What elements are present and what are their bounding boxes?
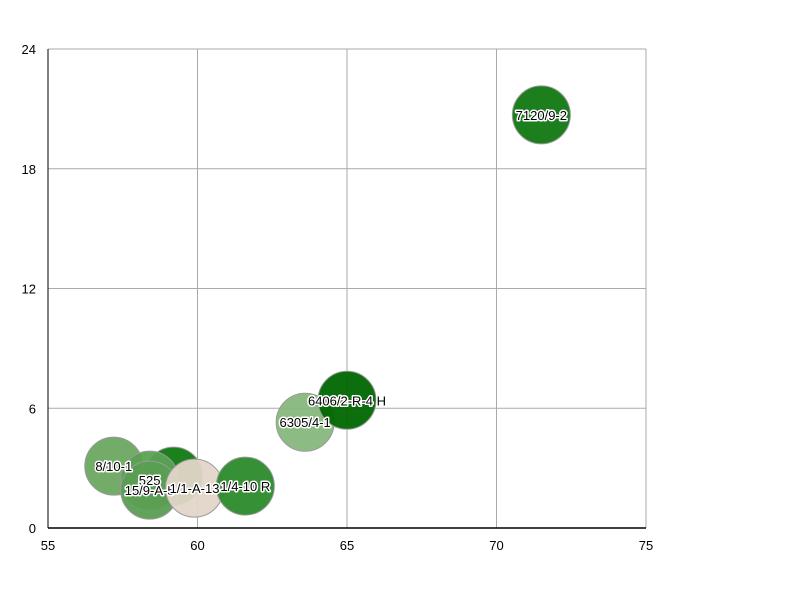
bubble-point[interactable] xyxy=(317,370,377,430)
x-tick-label: 75 xyxy=(639,538,653,553)
x-tick-label: 65 xyxy=(340,538,354,553)
bubble-label: 15/9-A-5 xyxy=(125,483,175,498)
bubble-label: 8/10-1 xyxy=(95,459,132,474)
y-tick-label: 24 xyxy=(22,42,36,57)
bubble-point[interactable] xyxy=(511,85,571,145)
bubble-label: 6406/2-R-4 H xyxy=(308,393,386,408)
y-tick-label: 12 xyxy=(22,282,36,297)
bubble-label: 1/4-10 R xyxy=(220,479,270,494)
bubble-point[interactable] xyxy=(215,456,275,516)
bubble-label: 6305/4-1 xyxy=(279,415,330,430)
x-tick-label: 70 xyxy=(489,538,503,553)
tick-labels: 55 60 65 70 75 0 6 12 18 24 xyxy=(22,42,654,553)
bubbles xyxy=(84,85,571,520)
axes xyxy=(47,49,646,529)
y-tick-label: 18 xyxy=(22,162,36,177)
y-tick-label: 0 xyxy=(29,521,36,536)
bubble-label: 7120/9-2 xyxy=(516,108,567,123)
y-tick-label: 6 xyxy=(29,401,36,416)
bubble-label: 525 xyxy=(139,473,161,488)
bubble-label: 1/1-A-13 xyxy=(170,481,220,496)
x-tick-label: 55 xyxy=(41,538,55,553)
x-tick-label: 60 xyxy=(190,538,204,553)
